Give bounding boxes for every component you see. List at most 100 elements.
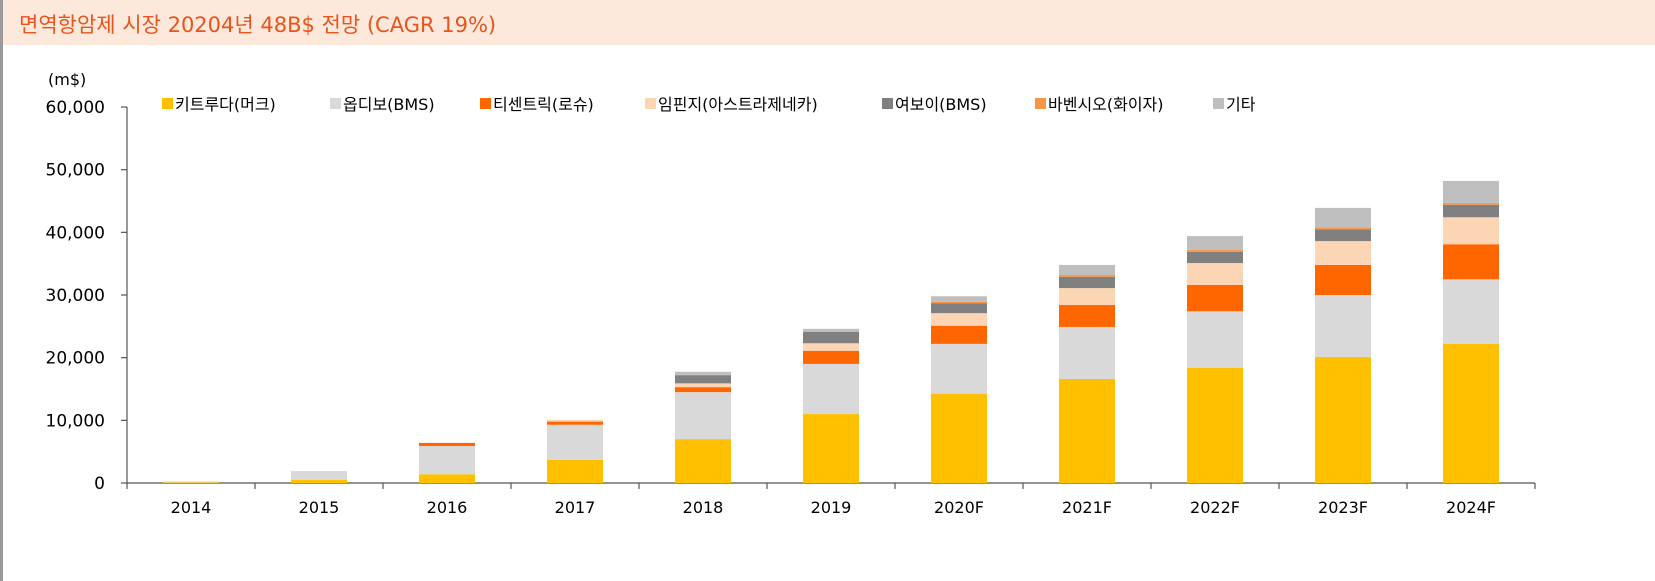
y-tick-label: 10,000 <box>46 411 105 431</box>
legend-label: 키트루다(머크) <box>175 95 276 114</box>
bar-segment <box>1315 229 1371 242</box>
bar-segment <box>1315 227 1371 230</box>
bar-segment <box>675 383 731 388</box>
x-tick-label: 2021F <box>1062 498 1112 517</box>
bar-segment <box>547 421 603 425</box>
bar-segment <box>163 481 219 483</box>
bar-segment <box>803 328 859 332</box>
bar-segment <box>419 446 475 475</box>
x-tick-label: 2019 <box>811 498 852 517</box>
bar-segment <box>803 363 859 415</box>
y-tick-label: 40,000 <box>46 223 105 243</box>
title-band: 면역항암제 시장 20204년 48B$ 전망 (CAGR 19%) <box>3 0 1655 45</box>
x-tick-label: 2015 <box>299 498 340 517</box>
x-tick-label: 2023F <box>1318 498 1368 517</box>
legend-swatch <box>480 98 491 109</box>
legend-label: 임핀지(아스트라제네카) <box>658 95 818 114</box>
y-axis-unit: (m$) <box>48 70 86 89</box>
y-tick-label: 20,000 <box>46 349 105 369</box>
bar-segment <box>1315 264 1371 295</box>
bar-segment <box>1443 244 1499 280</box>
legend-swatch <box>882 98 893 109</box>
x-tick-label: 2014 <box>171 498 212 517</box>
bar-segment <box>675 371 731 375</box>
bar-segment <box>1059 305 1115 327</box>
bar-segment <box>291 471 347 480</box>
legend-swatch <box>645 98 656 109</box>
bar-segment <box>1443 204 1499 218</box>
y-tick-label: 50,000 <box>46 161 105 181</box>
x-tick-label: 2016 <box>427 498 468 517</box>
bar-segment <box>1443 279 1499 344</box>
bar-segment <box>1187 249 1243 252</box>
bar-segment <box>1059 264 1115 275</box>
legend-swatch <box>1035 98 1046 109</box>
bar-segment <box>1187 284 1243 312</box>
bar-segment <box>1443 343 1499 483</box>
bar-segment <box>1443 202 1499 205</box>
bar-segment <box>1443 217 1499 245</box>
legend-swatch <box>1213 98 1224 109</box>
bar-segment <box>1315 241 1371 265</box>
bar-segment <box>1315 295 1371 358</box>
bar-segment <box>1187 251 1243 264</box>
bar-segment <box>675 387 731 393</box>
bar-segment <box>675 439 731 483</box>
bar-segment <box>1059 378 1115 483</box>
bar-segment <box>1315 207 1371 228</box>
bar-segment <box>547 419 603 422</box>
x-tick-label: 2022F <box>1190 498 1240 517</box>
bar-segment <box>1059 274 1115 277</box>
bar-segment <box>419 442 475 447</box>
legend-swatch <box>162 98 173 109</box>
bar-segment <box>803 414 859 483</box>
bar-segment <box>547 424 603 460</box>
x-tick-label: 2024F <box>1446 498 1496 517</box>
bar-segment <box>931 313 987 326</box>
bar-segment <box>803 343 859 351</box>
bar-segment <box>675 392 731 440</box>
bar-segment <box>1443 180 1499 203</box>
bar-segment <box>803 350 859 364</box>
legend-label: 여보이(BMS) <box>895 95 987 114</box>
bar-segment <box>803 331 859 332</box>
bar-segment <box>931 303 987 314</box>
x-axis: 2014 2015 2016 2017 2018 2019 2020F 2021F 2022F 2… <box>126 482 1536 517</box>
bar-segment <box>1059 326 1115 379</box>
bar-segment <box>163 482 219 483</box>
bar-segment <box>419 474 475 483</box>
legend-label: 옵디보(BMS) <box>343 95 435 114</box>
chart-title: 면역항암제 시장 20204년 48B$ 전망 (CAGR 19%) <box>19 13 497 37</box>
bars <box>163 180 1499 483</box>
legend-label: 기타 <box>1226 95 1256 114</box>
bar-segment <box>1187 263 1243 285</box>
bar-segment <box>1059 288 1115 306</box>
bar-segment <box>803 331 859 344</box>
x-tick-label: 2017 <box>555 498 596 517</box>
bar-segment <box>675 375 731 384</box>
bar-segment <box>291 479 347 483</box>
bar-segment <box>675 374 731 376</box>
legend-label: 티센트릭(로슈) <box>493 95 594 114</box>
bar-segment <box>1315 357 1371 483</box>
legend-label: 바벤시오(화이자) <box>1048 95 1164 114</box>
bar-segment <box>931 301 987 304</box>
bar-segment <box>547 459 603 483</box>
bar-segment <box>1187 236 1243 250</box>
bar-segment <box>931 394 987 483</box>
bar-segment <box>1187 367 1243 483</box>
legend: 키트루다(머크) 옵디보(BMS) 티센트릭(로슈) 임핀지(아스트라제네카) 여보이(… <box>162 95 1256 114</box>
y-tick-label: 60,000 <box>46 98 105 118</box>
bar-segment <box>931 325 987 344</box>
bar-segment <box>931 296 987 302</box>
bar-segment <box>931 343 987 395</box>
x-tick-label: 2018 <box>683 498 724 517</box>
bar-segment <box>1059 276 1115 289</box>
bar-segment <box>1187 311 1243 368</box>
y-tick-label: 0 <box>94 474 105 494</box>
legend-swatch <box>330 98 341 109</box>
x-tick-label: 2020F <box>934 498 984 517</box>
y-tick-label: 30,000 <box>46 286 105 306</box>
